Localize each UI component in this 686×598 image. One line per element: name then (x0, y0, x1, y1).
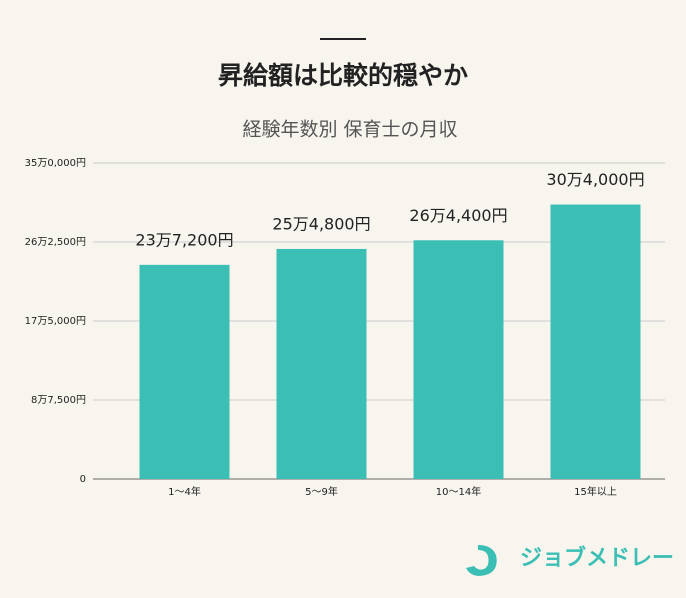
value-label: 23万7,200円 (135, 230, 233, 249)
x-tick-label: 1〜4年 (168, 485, 201, 498)
value-label: 30万4,000円 (546, 170, 644, 189)
y-tick-label: 8万7,500円 (31, 395, 86, 406)
bar (413, 240, 504, 479)
bar (139, 264, 230, 479)
brand-name: ジョブメドレー (520, 545, 674, 571)
brand-logo: ジョブメドレー (466, 545, 674, 576)
chart-title: 昇給額は比較的穏やか (218, 61, 468, 90)
y-tick-label: 35万0,000円 (25, 158, 86, 169)
y-tick-label: 0 (80, 474, 86, 485)
value-label: 25万4,800円 (272, 214, 370, 233)
x-tick-label: 5〜9年 (305, 485, 338, 498)
value-label: 26万4,400円 (409, 206, 507, 225)
x-tick-label: 10〜14年 (436, 485, 481, 498)
y-tick-label: 17万5,000円 (25, 316, 86, 327)
y-tick-label: 26万2,500円 (25, 237, 86, 248)
bar (276, 248, 367, 479)
chart-subtitle: 経験年数別 保育士の月収 (242, 119, 457, 141)
logo-icon (466, 545, 497, 576)
bar (550, 204, 641, 479)
x-tick-label: 15年以上 (574, 485, 617, 498)
